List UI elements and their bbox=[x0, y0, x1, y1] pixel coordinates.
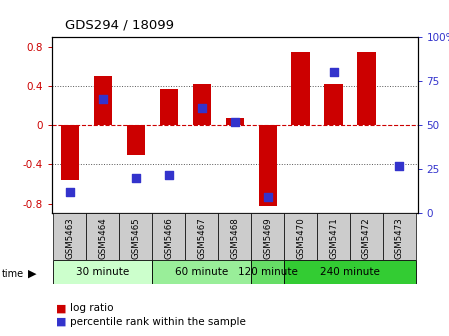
Bar bbox=[152, 213, 185, 260]
Text: GDS294 / 18099: GDS294 / 18099 bbox=[65, 18, 174, 32]
Bar bbox=[284, 213, 317, 260]
Text: GSM5471: GSM5471 bbox=[329, 217, 338, 259]
Text: GSM5472: GSM5472 bbox=[362, 217, 371, 259]
Text: GSM5468: GSM5468 bbox=[230, 217, 239, 259]
Text: 30 minute: 30 minute bbox=[76, 267, 129, 277]
Point bbox=[396, 163, 403, 168]
Bar bbox=[94, 76, 112, 125]
Bar bbox=[61, 125, 79, 180]
Bar bbox=[53, 213, 86, 260]
Point bbox=[132, 175, 139, 181]
Bar bbox=[291, 52, 310, 125]
Bar bbox=[159, 89, 178, 125]
Point bbox=[231, 119, 238, 124]
Text: ■: ■ bbox=[56, 303, 66, 313]
Bar bbox=[251, 213, 284, 260]
Text: log ratio: log ratio bbox=[70, 303, 113, 313]
Text: 120 minute: 120 minute bbox=[238, 267, 298, 277]
Text: 240 minute: 240 minute bbox=[320, 267, 380, 277]
Text: GSM5465: GSM5465 bbox=[131, 217, 140, 259]
Text: GSM5467: GSM5467 bbox=[197, 217, 206, 259]
Point bbox=[198, 105, 205, 110]
Bar bbox=[127, 125, 145, 155]
Bar bbox=[119, 213, 152, 260]
Bar bbox=[218, 213, 251, 260]
Point bbox=[264, 195, 271, 200]
Text: GSM5473: GSM5473 bbox=[395, 217, 404, 259]
Bar bbox=[259, 125, 277, 206]
Point bbox=[330, 70, 337, 75]
Text: GSM5463: GSM5463 bbox=[65, 217, 74, 259]
Text: GSM5469: GSM5469 bbox=[263, 217, 272, 259]
Bar bbox=[86, 213, 119, 260]
Text: 60 minute: 60 minute bbox=[175, 267, 228, 277]
Bar bbox=[193, 84, 211, 125]
Bar bbox=[225, 118, 244, 125]
Point bbox=[165, 172, 172, 177]
Bar bbox=[357, 52, 375, 125]
Text: percentile rank within the sample: percentile rank within the sample bbox=[70, 317, 246, 327]
Text: GSM5470: GSM5470 bbox=[296, 217, 305, 259]
Text: time: time bbox=[2, 269, 24, 279]
Point bbox=[66, 190, 73, 195]
Bar bbox=[383, 213, 416, 260]
Bar bbox=[152, 260, 251, 284]
Bar bbox=[185, 213, 218, 260]
Bar bbox=[317, 213, 350, 260]
Text: GSM5464: GSM5464 bbox=[98, 217, 107, 259]
Bar bbox=[53, 260, 152, 284]
Text: ▶: ▶ bbox=[28, 269, 37, 279]
Bar bbox=[284, 260, 416, 284]
Bar bbox=[251, 260, 284, 284]
Text: GSM5466: GSM5466 bbox=[164, 217, 173, 259]
Point bbox=[99, 96, 106, 101]
Bar bbox=[325, 84, 343, 125]
Text: ■: ■ bbox=[56, 317, 66, 327]
Bar bbox=[350, 213, 383, 260]
